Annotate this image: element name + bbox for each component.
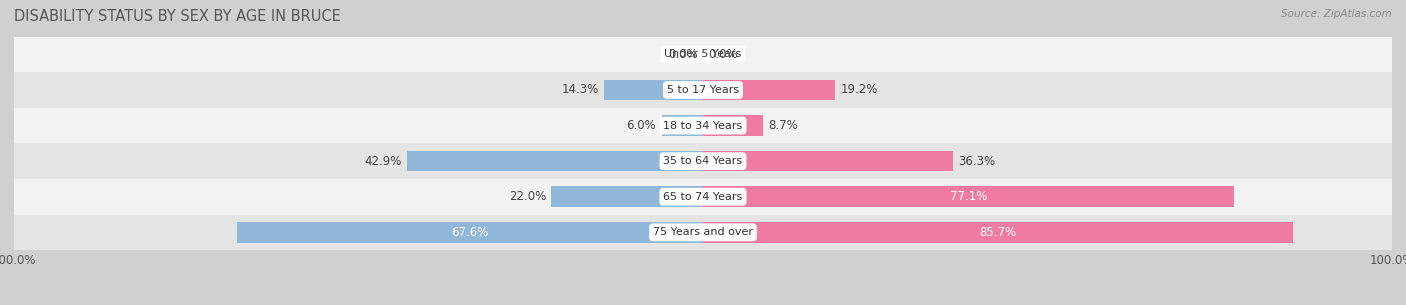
Text: 0.0%: 0.0% bbox=[709, 48, 738, 61]
Text: 85.7%: 85.7% bbox=[980, 226, 1017, 239]
Text: 36.3%: 36.3% bbox=[959, 155, 995, 168]
Bar bbox=[14, 214, 1392, 250]
Text: 67.6%: 67.6% bbox=[451, 226, 489, 239]
Text: 42.9%: 42.9% bbox=[364, 155, 402, 168]
Text: Source: ZipAtlas.com: Source: ZipAtlas.com bbox=[1281, 9, 1392, 19]
Bar bbox=[551, 186, 703, 207]
Bar bbox=[408, 151, 703, 171]
Text: 19.2%: 19.2% bbox=[841, 84, 879, 96]
Text: 8.7%: 8.7% bbox=[769, 119, 799, 132]
Bar bbox=[703, 222, 1294, 243]
Bar bbox=[14, 179, 1392, 214]
Text: 18 to 34 Years: 18 to 34 Years bbox=[664, 120, 742, 131]
Bar bbox=[14, 72, 1392, 108]
Bar bbox=[14, 143, 1392, 179]
Text: 35 to 64 Years: 35 to 64 Years bbox=[664, 156, 742, 166]
Bar bbox=[14, 37, 1392, 72]
Text: 6.0%: 6.0% bbox=[627, 119, 657, 132]
Bar bbox=[605, 80, 703, 100]
Text: 77.1%: 77.1% bbox=[950, 190, 987, 203]
Bar bbox=[703, 151, 953, 171]
Legend: Male, Female: Male, Female bbox=[637, 303, 769, 305]
Bar bbox=[703, 80, 835, 100]
Bar bbox=[14, 108, 1392, 143]
Text: 5 to 17 Years: 5 to 17 Years bbox=[666, 85, 740, 95]
Text: 14.3%: 14.3% bbox=[562, 84, 599, 96]
Text: 22.0%: 22.0% bbox=[509, 190, 546, 203]
Bar bbox=[238, 222, 703, 243]
Bar bbox=[703, 115, 763, 136]
Text: 75 Years and over: 75 Years and over bbox=[652, 227, 754, 237]
Text: 65 to 74 Years: 65 to 74 Years bbox=[664, 192, 742, 202]
Text: Under 5 Years: Under 5 Years bbox=[665, 49, 741, 59]
Text: 0.0%: 0.0% bbox=[668, 48, 697, 61]
Bar bbox=[662, 115, 703, 136]
Text: DISABILITY STATUS BY SEX BY AGE IN BRUCE: DISABILITY STATUS BY SEX BY AGE IN BRUCE bbox=[14, 9, 340, 24]
Bar bbox=[703, 186, 1234, 207]
